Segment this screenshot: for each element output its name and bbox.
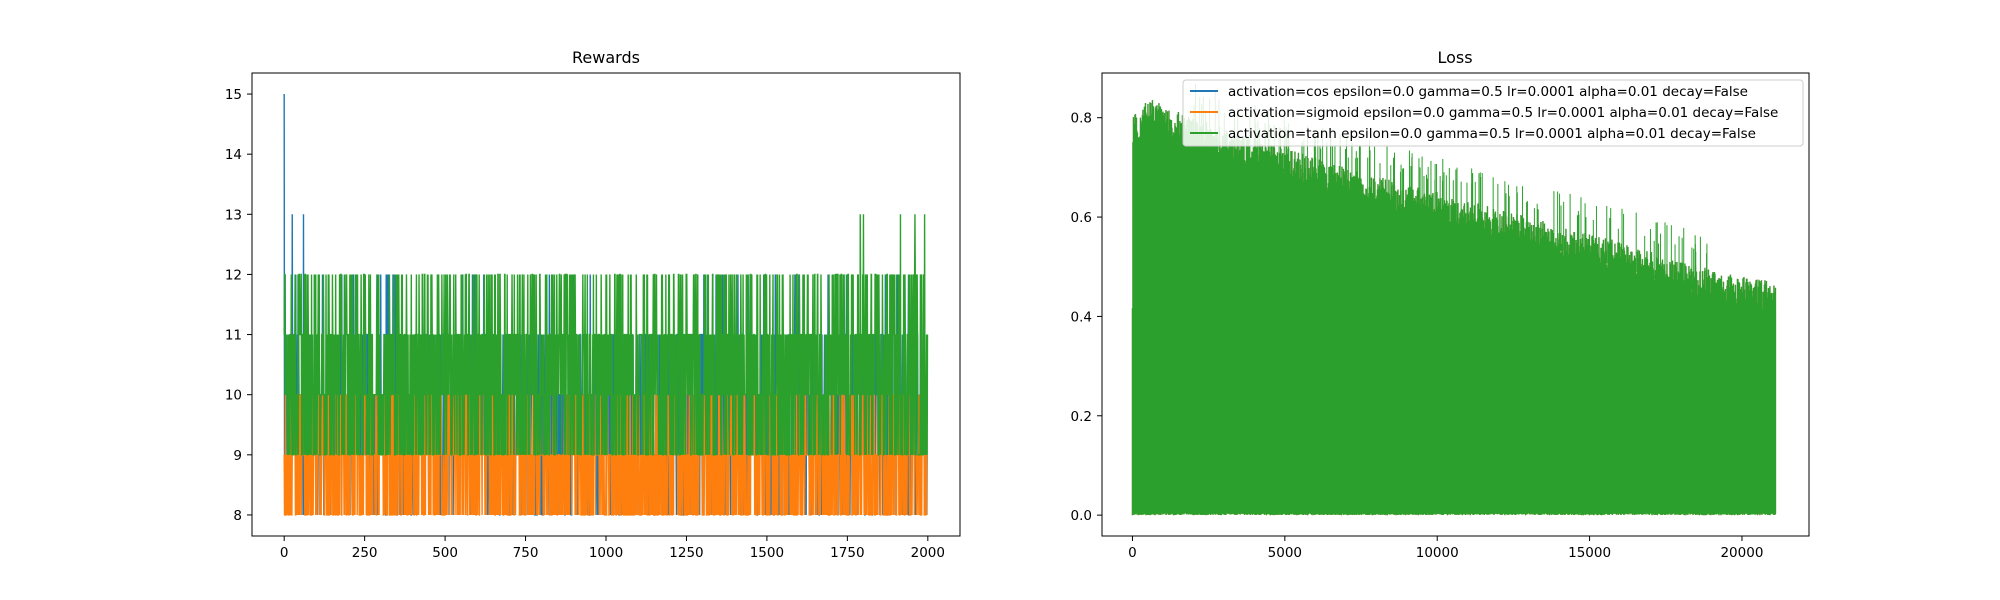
rewards-y-tick-label: 11 (225, 328, 242, 344)
rewards-x-tick-label: 2000 (911, 545, 945, 561)
rewards-x-ticks: 0 250 500 750 1000 1250 1500 1750 2000 (280, 536, 945, 561)
loss-x-ticks: 0 5000 10000 15000 20000 (1128, 536, 1763, 561)
rewards-y-tick-label: 9 (233, 448, 242, 464)
rewards-chart: Rewards 0 250 500 750 1000 1250 1500 1750 2000 8… (225, 48, 961, 561)
rewards-x-tick-label: 1000 (589, 545, 623, 561)
rewards-y-tick-label: 14 (225, 147, 242, 163)
loss-legend: activation=cos epsilon=0.0 gamma=0.5 lr=… (1182, 79, 1804, 147)
loss-series-tanh-line (1131, 100, 1777, 516)
loss-x-tick-label: 0 (1128, 545, 1137, 561)
loss-y-tick-label: 0.2 (1071, 409, 1092, 425)
loss-x-tick-label: 10000 (1416, 545, 1459, 561)
loss-x-tick-label: 5000 (1268, 545, 1302, 561)
loss-chart: Loss 0 5000 10000 15000 20000 0.00.20.40.60.… (1071, 48, 1810, 561)
rewards-x-tick-label: 0 (280, 545, 289, 561)
rewards-y-tick-label: 13 (225, 207, 242, 223)
loss-plot-area (1131, 84, 1777, 516)
rewards-y-tick-label: 12 (225, 267, 242, 283)
rewards-y-tick-label: 8 (233, 508, 242, 524)
rewards-y-tick-label: 15 (225, 87, 242, 103)
loss-y-tick-label: 0.4 (1071, 309, 1092, 325)
loss-y-tick-label: 0.6 (1071, 210, 1092, 226)
rewards-series-sigmoid-line (283, 393, 928, 516)
rewards-plot-area (283, 94, 929, 516)
rewards-x-tick-label: 1750 (830, 545, 864, 561)
rewards-series-tanh-line (283, 214, 929, 456)
rewards-x-tick-label: 500 (432, 545, 458, 561)
rewards-x-tick-label: 250 (352, 545, 378, 561)
loss-title: Loss (1437, 48, 1472, 67)
rewards-title: Rewards (572, 48, 640, 67)
rewards-y-ticks: 8 9 10 11 12 13 14 15 (225, 87, 252, 524)
legend-box (1182, 79, 1804, 147)
rewards-x-tick-label: 750 (513, 545, 539, 561)
loss-y-ticks: 0.0 0.2 0.4 0.6 0.8 (1071, 111, 1102, 524)
rewards-y-tick-label: 10 (225, 388, 242, 404)
loss-y-tick-label: 0.8 (1071, 111, 1092, 127)
rewards-x-tick-label: 1250 (669, 545, 703, 561)
loss-x-tick-label: 15000 (1568, 545, 1611, 561)
loss-y-tick-label: 0.0 (1071, 508, 1092, 524)
rewards-x-tick-label: 1500 (750, 545, 784, 561)
loss-x-tick-label: 20000 (1720, 545, 1763, 561)
legend-label-tanh: activation=tanh epsilon=0.0 gamma=0.5 lr… (1228, 126, 1756, 142)
loss-axes-frame (1101, 72, 1810, 537)
legend-label-cos: activation=cos epsilon=0.0 gamma=0.5 lr=… (1228, 84, 1748, 100)
legend-label-sigmoid: activation=sigmoid epsilon=0.0 gamma=0.5… (1228, 105, 1778, 121)
